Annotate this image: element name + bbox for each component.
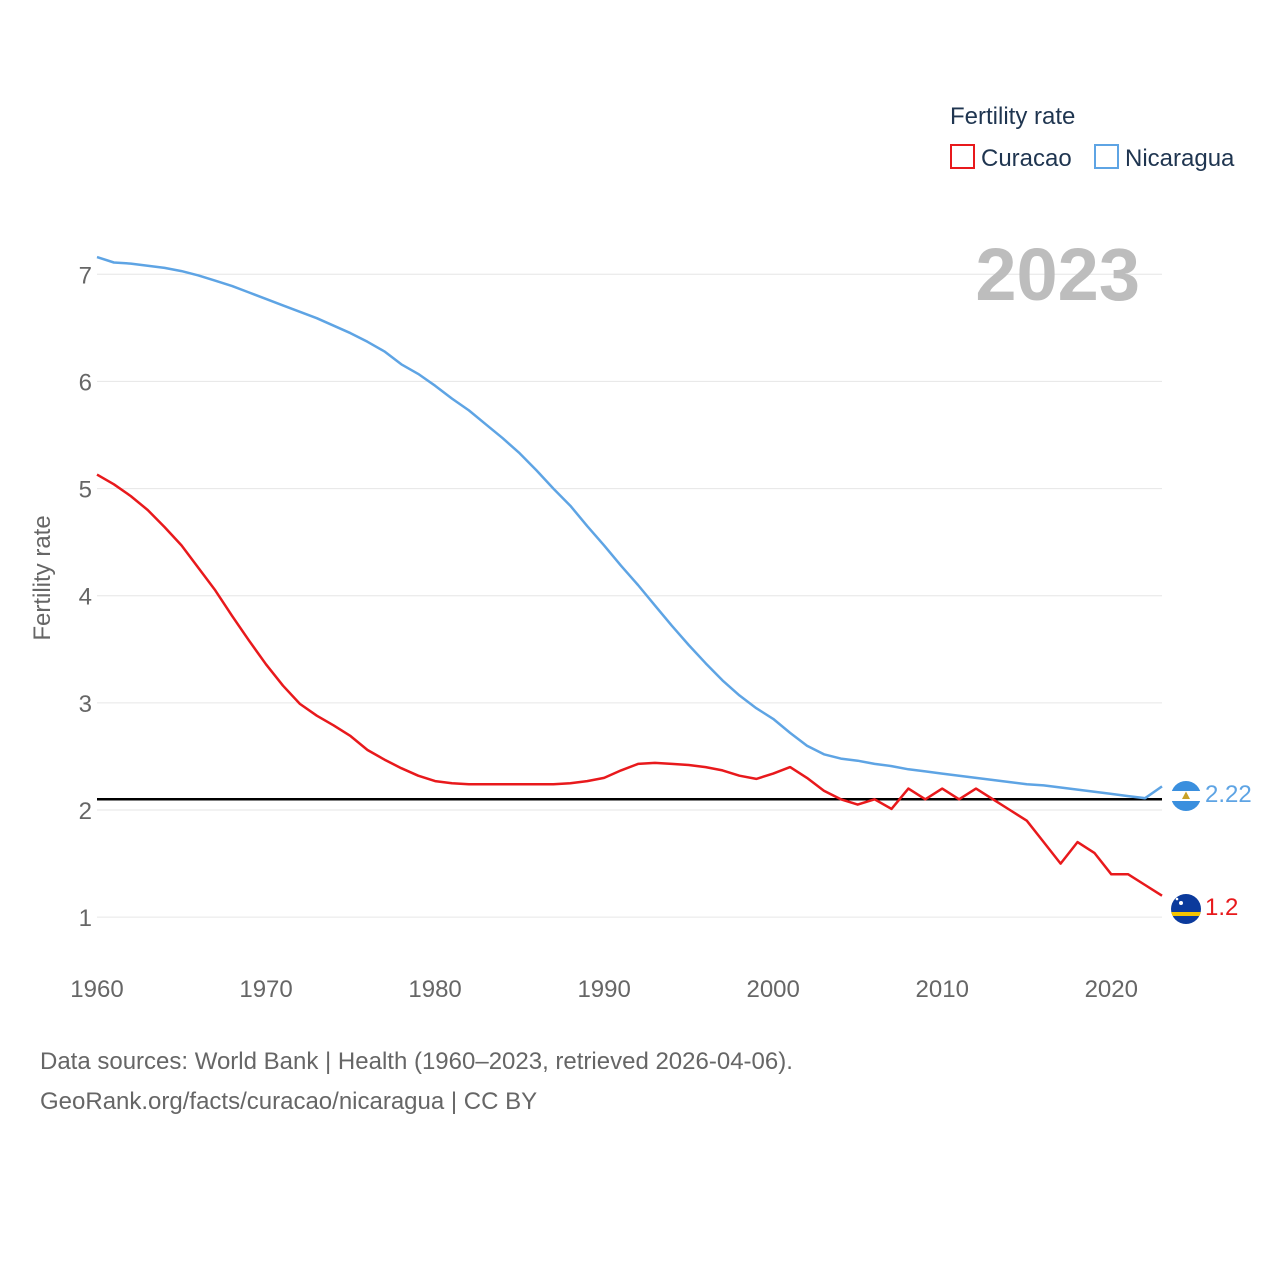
- y-tick-label: 1: [79, 905, 92, 932]
- legend-label-curacao[interactable]: Curacao: [981, 145, 1072, 172]
- legend-title: Fertility rate: [950, 103, 1075, 130]
- x-tick-label: 2020: [1085, 976, 1138, 1003]
- y-tick-label: 6: [79, 369, 92, 396]
- series-line-curacao[interactable]: [96, 473, 1163, 897]
- x-tick-label: 1960: [70, 976, 123, 1003]
- curacao-end-label: 1.2: [1205, 894, 1238, 921]
- x-tick-label: 1990: [577, 976, 630, 1003]
- y-tick-label: 7: [79, 262, 92, 289]
- x-tick-label: 2010: [916, 976, 969, 1003]
- data-source-footer: Data sources: World Bank | Health (1960–…: [40, 1042, 1240, 1122]
- y-tick-label: 4: [79, 584, 92, 611]
- x-axis-ticks: 1960 1970 1980 1990 2000 2010 2020: [70, 976, 1138, 1003]
- year-label: 2023: [975, 233, 1140, 316]
- attribution-line[interactable]: GeoRank.org/facts/curacao/nicaragua | CC…: [40, 1088, 538, 1115]
- nicaragua-end-label: 2.22: [1205, 781, 1252, 808]
- y-tick-label: 2: [79, 798, 92, 825]
- legend-label-nicaragua[interactable]: Nicaragua: [1125, 145, 1235, 172]
- x-tick-label: 2000: [746, 976, 799, 1003]
- y-axis-title: Fertility rate: [29, 515, 56, 640]
- series-line-nicaragua[interactable]: [96, 255, 1163, 800]
- series-layer: [96, 255, 1163, 897]
- y-tick-label: 3: [79, 691, 92, 718]
- legend-swatch-nicaragua[interactable]: [1094, 144, 1119, 169]
- x-tick-label: 1980: [408, 976, 461, 1003]
- y-tick-label: 5: [79, 477, 92, 504]
- gridlines: [97, 273, 1162, 918]
- y-axis-ticks: 1 2 3 4 5 6 7: [79, 262, 92, 932]
- curacao-flag-icon: [1171, 894, 1201, 924]
- fertility-rate-chart: 1 2 3 4 5 6 7 1960 1970 1980 1990 2000 2010 2020 Fer…: [29, 103, 1252, 1003]
- nicaragua-flag-icon: [1171, 781, 1201, 811]
- legend-swatch-curacao[interactable]: [950, 144, 975, 169]
- legend: Fertility rate Curacao Nicaragua: [950, 103, 1235, 172]
- x-tick-label: 1970: [239, 976, 292, 1003]
- source-line: Data sources: World Bank | Health (1960–…: [40, 1048, 793, 1075]
